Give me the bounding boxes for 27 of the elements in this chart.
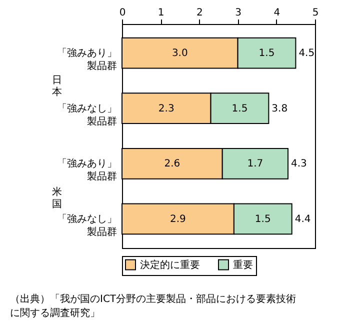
x-tick-label: 3 [235,8,242,18]
text: 日本 [52,75,62,98]
y-tick-label: 「強みなし」製品群 [57,102,117,128]
x-tick-label: 1 [158,8,164,18]
data-label: 1.5 [258,48,275,60]
data-label: 1.7 [247,158,264,170]
y-tick-label: 「強みなし」製品群 [57,212,117,238]
data-label: 2.9 [170,214,186,225]
total-label: 4.3 [290,158,307,170]
data-label: 1.5 [254,214,271,225]
total-label: 4.5 [298,48,315,60]
text: 米国 [52,186,62,210]
y-tick-label: 「強みあり」製品群 [57,158,117,183]
legend-label: 重要 [233,258,253,271]
text: （出典）「我が国のICT分野の主要製品・部品における要素技術に関する調査研究」 [10,293,296,319]
legend-label: 決定的に重要 [140,258,200,271]
data-label: 2.3 [158,103,174,114]
x-tick-label: 0 [119,8,126,18]
x-tick-label: 2 [196,8,203,18]
total-label: 4.4 [294,214,311,225]
y-tick-label: 「強みあり」製品群 [57,47,117,72]
x-tick-label: 5 [312,8,319,18]
total-label: 3.8 [272,103,288,114]
data-label: 2.6 [164,158,180,170]
x-tick-label: 4 [274,8,280,18]
data-label: 1.5 [232,103,248,114]
data-label: 3.0 [172,48,188,60]
